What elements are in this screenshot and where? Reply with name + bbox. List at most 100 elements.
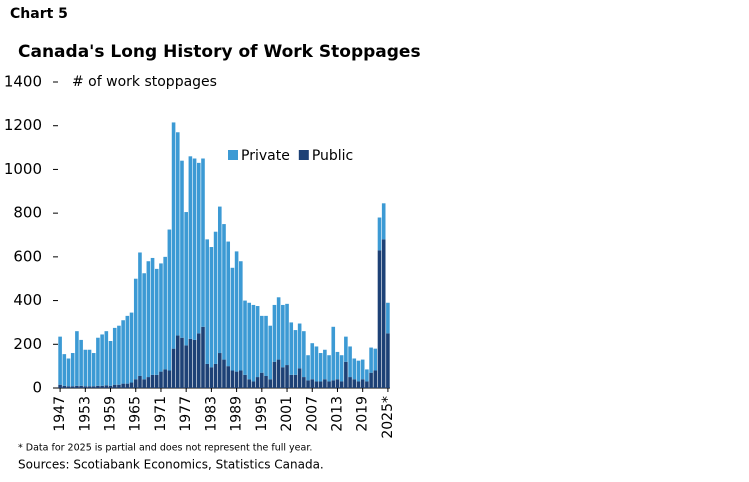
bar-segment	[159, 371, 163, 388]
bar-segment	[121, 383, 125, 388]
bar-segment	[213, 231, 218, 364]
x-tick-label: 2019	[355, 396, 371, 432]
x-tick-label: 1971	[153, 396, 169, 432]
bar-segment	[121, 320, 125, 384]
bar-segment	[104, 385, 109, 388]
bar-segment	[70, 353, 75, 387]
bar-segment	[260, 372, 264, 388]
bar-segment	[344, 361, 348, 388]
bar-segment	[133, 278, 138, 380]
bar-segment	[381, 203, 386, 240]
bar-segment	[302, 377, 306, 388]
bar-segment	[289, 322, 294, 375]
bar-segment	[381, 239, 386, 388]
bar-segment	[142, 273, 146, 380]
bar-segment	[217, 353, 222, 388]
y-tick-label: 400	[13, 291, 42, 309]
bar-segment	[196, 162, 201, 334]
bar-segment	[373, 348, 378, 371]
bar-segment	[369, 372, 373, 388]
bar-segment	[247, 302, 252, 380]
chart-title: Canada's Long History of Work Stoppages	[18, 42, 421, 62]
bar-segment	[318, 381, 323, 388]
bar-segment	[373, 370, 378, 388]
bar-segment	[192, 339, 197, 388]
bar-segment	[196, 333, 201, 388]
bar-segment	[62, 354, 67, 386]
bar-segment	[138, 252, 142, 376]
bar-segment	[243, 300, 247, 375]
bar-segment	[171, 348, 176, 388]
bar-segment	[87, 386, 92, 388]
bar-segment	[129, 382, 134, 388]
bar-segment	[205, 239, 209, 364]
bar-segment	[222, 359, 226, 388]
bar-segment	[209, 247, 214, 368]
bar-segment	[352, 379, 357, 388]
bar-segment	[255, 377, 260, 388]
bar-segment	[260, 315, 264, 373]
bar-segment	[272, 361, 277, 388]
bar-segment	[108, 385, 113, 388]
bar-segment	[344, 336, 348, 362]
bar-segment	[91, 386, 96, 388]
bar-segment	[234, 251, 239, 372]
bar-segment	[323, 379, 327, 388]
bar-segment	[323, 349, 327, 380]
bar-segment	[205, 363, 209, 388]
x-tick-label: 2007	[304, 396, 320, 432]
bar-segment	[201, 158, 205, 327]
bar-segment	[251, 381, 256, 388]
bar-segment	[91, 353, 96, 387]
bar-segment	[335, 351, 340, 380]
bar-segment	[377, 250, 382, 388]
bar-segment	[79, 339, 83, 386]
bar-segment	[75, 331, 79, 386]
bar-segment	[138, 375, 142, 388]
bar-segment	[62, 385, 67, 388]
bar-segment	[339, 381, 344, 388]
bar-segment	[125, 315, 130, 384]
bar-segment	[58, 384, 62, 388]
bar-segment	[348, 377, 352, 388]
bar-segment	[133, 379, 138, 388]
bar-segment	[222, 224, 226, 360]
bar-segment	[100, 385, 104, 388]
bar-segment	[175, 132, 180, 336]
bar-segment	[154, 268, 159, 375]
legend-swatch	[298, 150, 309, 160]
bar-segment	[70, 386, 75, 388]
bar-segment	[104, 331, 109, 386]
bar-segment	[356, 360, 361, 382]
bar-segment	[150, 374, 155, 388]
bar-segment	[293, 374, 298, 388]
bar-segment	[83, 386, 88, 388]
bar-segment	[318, 353, 323, 382]
y-tick-label: 1000	[4, 160, 42, 178]
bar-segment	[146, 261, 151, 378]
bar-segment	[163, 369, 167, 388]
bar-segment	[112, 384, 117, 388]
bar-segment	[175, 335, 180, 388]
x-tick-label: 1995	[254, 396, 270, 432]
bar-segment	[331, 380, 336, 388]
bar-segment	[247, 379, 252, 388]
bar-segment	[142, 379, 146, 388]
bar-segment	[306, 380, 310, 388]
bar-segment	[79, 385, 83, 388]
bar-segment	[314, 381, 319, 388]
bar-segment	[386, 302, 390, 334]
bar-segment	[281, 304, 285, 368]
bar-segment	[268, 325, 273, 380]
y-tick-label: 1400	[4, 73, 42, 91]
bar-segment	[293, 330, 298, 375]
y-tick-label: 800	[13, 204, 42, 222]
bar-segment	[365, 369, 369, 382]
bar-segment	[226, 366, 231, 388]
bar-segment	[75, 385, 79, 388]
y-tick-label: 200	[13, 335, 42, 353]
bar-segment	[356, 381, 361, 388]
bar-segment	[201, 326, 205, 388]
bar-segment	[243, 374, 247, 388]
